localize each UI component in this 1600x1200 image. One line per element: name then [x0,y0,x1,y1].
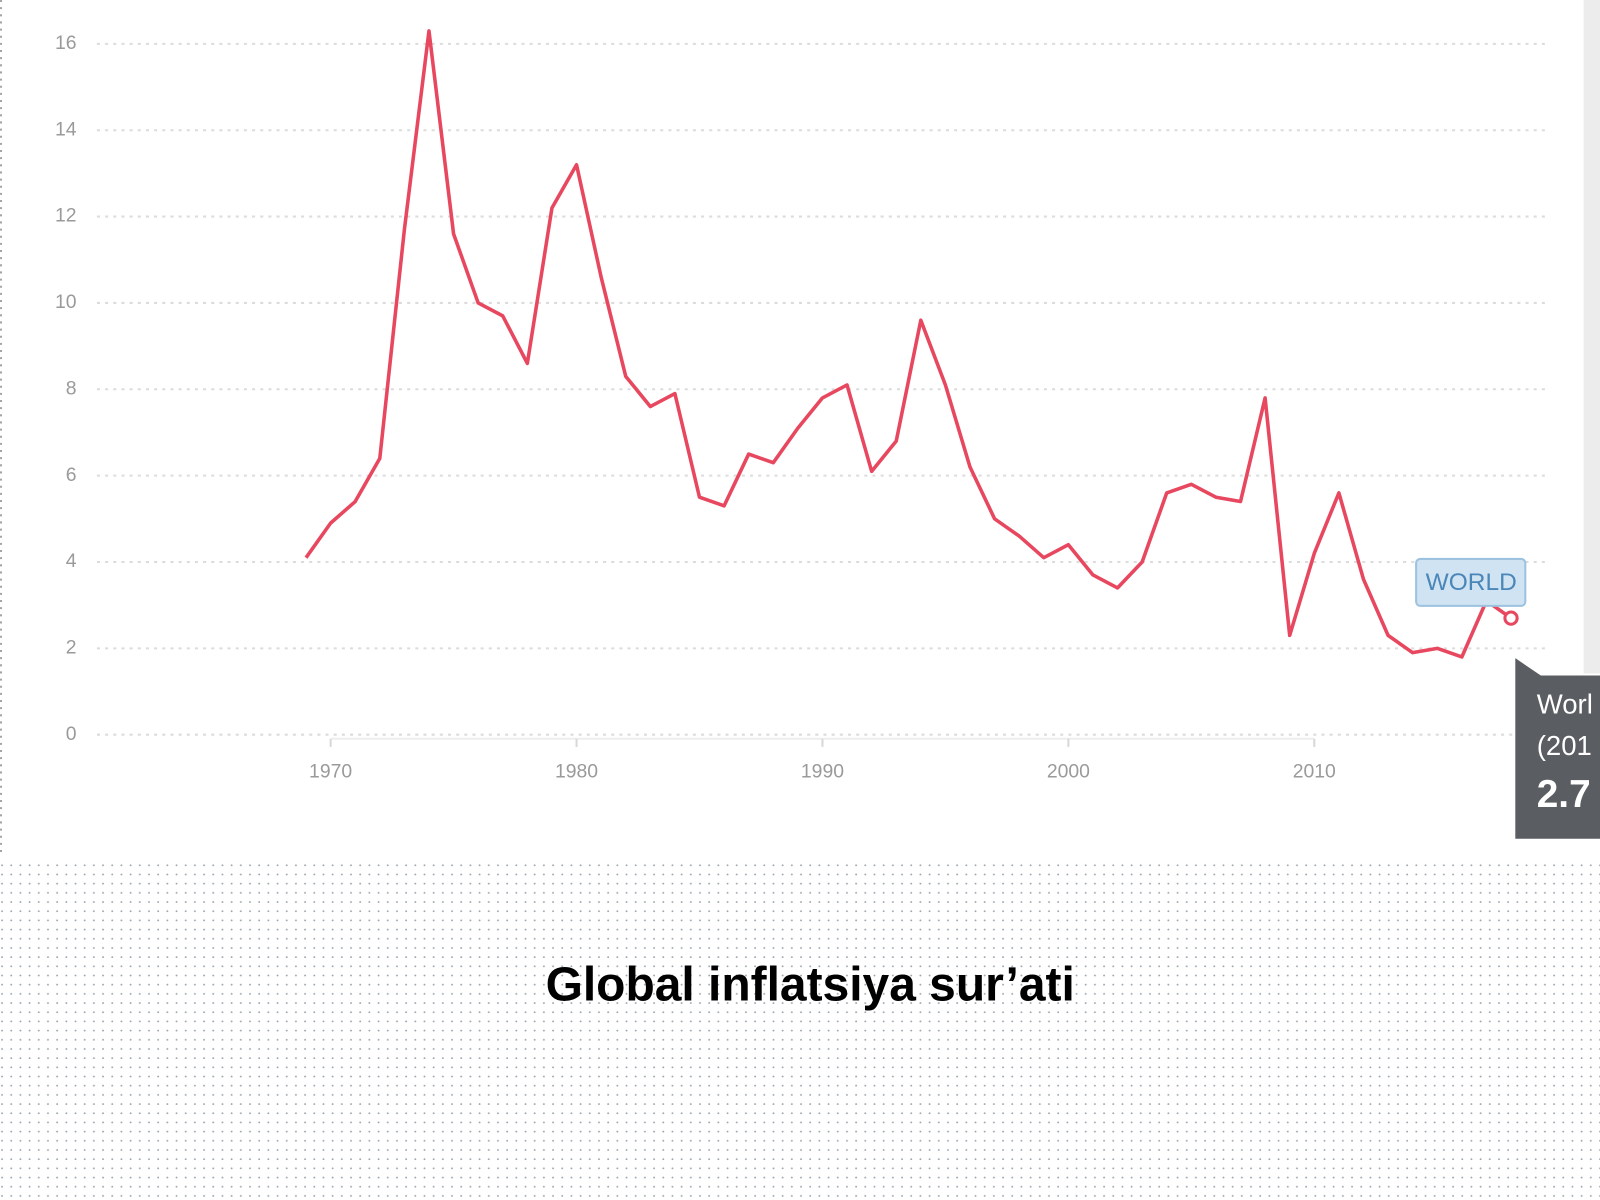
hover-marker [1503,610,1519,626]
tooltip-box [1515,658,1600,839]
chart-title: Global inflatsiya sur’ati [546,958,1075,1011]
y-tick-label: 4 [66,550,77,572]
x-tick-label: 1990 [801,761,844,783]
series-label: WORLD [1426,569,1517,596]
tooltip-subtitle: (201 [1537,730,1592,761]
y-tick-label: 8 [66,377,77,399]
y-tick-label: 2 [66,636,77,658]
x-tick-label: 2010 [1293,761,1336,783]
line [304,29,1513,659]
y-tick-label: 6 [66,464,77,486]
y-tick-label: 0 [66,723,77,745]
y-tick-label: 10 [55,291,77,313]
plot-area: 0 2 4 6 8 10 12 14 16 1970 1980 1990 2000 2010 WORLD [55,29,1549,783]
scrollbar [1583,0,1600,674]
y-tick-label: 16 [55,32,77,54]
dotted-background [0,857,1600,1200]
tooltip-value: 2.7 [1537,773,1591,816]
tooltip: Worl (201 2.7 [1515,658,1600,839]
x-tick-label: 2000 [1047,761,1090,783]
series-label-box [1415,557,1527,607]
x-tick-label: 1970 [309,761,352,783]
y-tick-label: 12 [55,205,77,227]
x-tick-label: 1980 [555,761,598,783]
tooltip-title: Worl [1537,688,1593,719]
y-tick-label: 14 [55,118,77,140]
